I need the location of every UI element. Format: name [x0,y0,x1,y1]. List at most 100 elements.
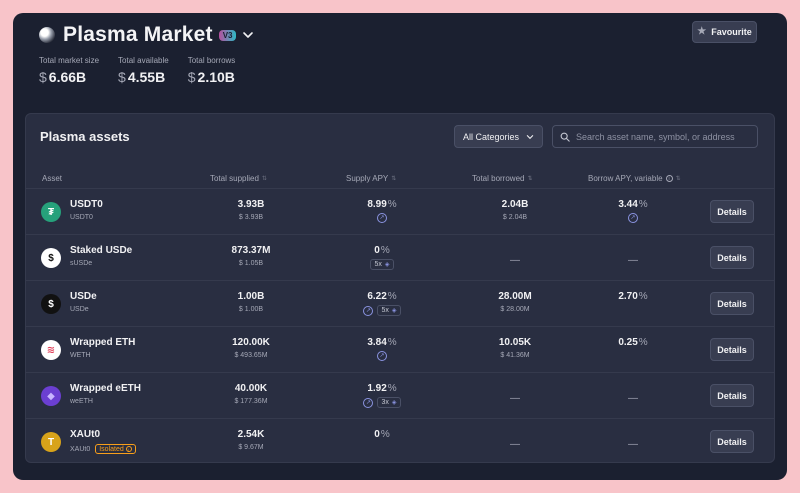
asset-name[interactable]: USDT0 [70,199,103,210]
chevron-down-icon [526,134,534,139]
asset-name[interactable]: Wrapped ETH [70,337,136,348]
total-supplied-usd: $ 1.00B [238,306,264,313]
table-row[interactable]: ≋ Wrapped ETH WETH 120.00K $ 493.65M 3.84% ↗ 10… [26,327,774,373]
total-supplied: 40.00K [234,383,268,394]
asset-symbol-wrap: WETH [70,352,91,359]
info-icon[interactable]: i [665,175,673,182]
details-button[interactable]: Details [710,338,754,361]
multiplier-value: 3x [381,399,389,406]
table-row[interactable]: $ USDe USDe 1.00B $ 1.00B 6.22% ↗ 5x ◈ 28.00M $ 28… [26,281,774,327]
table-row[interactable]: ◆ Wrapped eETH weETH 40.00K $ 177.36M 1.92% ↗ 3… [26,373,774,419]
stat-amount: 4.55B [127,69,166,85]
asset-name[interactable]: XAUt0 [70,429,101,440]
total-supplied-cell: 40.00K $ 177.36M [201,383,301,405]
favourite-label: Favourite [711,27,752,37]
table-row[interactable]: T XAUt0 XAUt0 Isolated i 2.54K $ 9.67M 0% — — Deta… [26,419,774,465]
category-select[interactable]: All Categories [454,125,543,148]
incentive-icon[interactable]: ↗ [363,397,374,408]
stat-label: Total borrows [187,56,236,65]
percent-sign: % [638,199,648,210]
supply-apy-value: 6.22 [367,291,387,302]
search-box [552,125,758,148]
asset-name[interactable]: Staked USDe [70,245,133,256]
assets-table: ₮ USDT0 USDT0 3.93B $ 3.93B 8.99% ↗ 2.04B $ 2.04… [26,189,774,465]
borrow-incentives: ↗ [583,213,683,223]
supply-apy-cell: 0% 5x ◈ [332,245,432,270]
points-multiplier[interactable]: 5x ◈ [370,259,394,270]
currency-symbol: $ [118,69,126,85]
supply-incentives: ↗ 3x ◈ [332,397,432,408]
column-header-borrow-apy[interactable]: Borrow APY, variable i ⇅ [588,174,681,183]
total-supplied-usd: $ 1.05B [238,260,264,267]
stat-label: Total market size [39,56,100,65]
stat-total-borrows: Total borrows $2.10B [188,56,236,85]
table-row[interactable]: $ Staked USDe sUSDe 873.37M $ 1.05B 0% 5x ◈ — — De… [26,235,774,281]
supply-incentives: ↗ [332,213,432,223]
incentive-icon[interactable]: ↗ [377,213,387,223]
supply-apy: 0% [332,429,432,440]
supply-apy-value: 8.99 [367,199,387,210]
details-button[interactable]: Details [710,384,754,407]
stat-amount: 6.66B [48,69,87,85]
column-header-total-supplied[interactable]: Total supplied ⇅ [210,174,267,183]
supply-incentives: ↗ 5x ◈ [332,305,432,316]
column-header-asset[interactable]: Asset [42,174,62,183]
supply-apy: 1.92% [332,383,432,394]
supply-apy: 8.99% [332,199,432,210]
total-supplied-cell: 1.00B $ 1.00B [201,291,301,313]
supply-apy-cell: 0% [332,429,432,440]
details-button[interactable]: Details [710,292,754,315]
borrow-apy-cell: — [583,245,683,266]
stat-value: $2.10B [188,69,236,85]
asset-name[interactable]: USDe [70,291,97,302]
total-borrowed-usd: $ 28.00M [500,306,530,313]
currency-symbol: $ [39,69,47,85]
incentive-icon[interactable]: ↗ [363,305,374,316]
points-multiplier[interactable]: 3x ◈ [377,397,401,408]
details-button[interactable]: Details [710,430,754,453]
stat-amount: 2.10B [197,69,235,85]
supply-apy: 6.22% [332,291,432,302]
stat-total-market-size: Total market size $6.66B [39,56,99,85]
isolated-label: Isolated [99,445,124,453]
percent-sign: % [638,291,648,302]
favourite-button[interactable]: ★ Favourite [692,21,757,43]
asset-symbol: weETH [70,398,93,405]
total-supplied-usd: $ 3.93B [238,214,264,221]
multiplier-value: 5x [381,307,389,314]
total-borrowed-cell: — [465,245,565,266]
details-button[interactable]: Details [710,246,754,269]
asset-name[interactable]: Wrapped eETH [70,383,141,394]
points-multiplier[interactable]: 5x ◈ [377,305,401,316]
column-header-supply-apy[interactable]: Supply APY ⇅ [346,174,396,183]
points-icon: ◈ [391,400,397,406]
total-supplied-usd: $ 9.67M [238,444,264,451]
points-icon: ◈ [391,308,397,314]
sort-icon: ⇅ [527,176,533,182]
incentive-icon[interactable]: ↗ [628,213,638,223]
total-supplied: 3.93B [237,199,265,210]
chevron-down-icon[interactable] [242,29,254,41]
total-borrowed-cell: — [465,383,565,404]
search-icon [560,132,570,142]
search-input[interactable] [576,131,750,142]
category-selected: All Categories [463,131,520,142]
weth-icon: ≋ [41,340,61,360]
details-button[interactable]: Details [710,200,754,223]
column-header-total-borrowed[interactable]: Total borrowed ⇅ [472,174,533,183]
supply-apy-cell: 1.92% ↗ 3x ◈ [332,383,432,408]
isolated-badge[interactable]: Isolated i [95,444,136,454]
column-label: Total supplied [210,174,259,183]
percent-sign: % [380,429,390,440]
total-supplied: 2.54K [237,429,265,440]
info-icon: i [125,446,132,452]
sort-icon: ⇅ [261,176,267,182]
supply-apy-value: 0 [374,245,380,256]
stat-total-available: Total available $4.55B [118,56,169,85]
percent-sign: % [387,383,397,394]
borrow-apy-cell: — [583,429,683,450]
total-supplied: 120.00K [232,337,270,348]
table-row[interactable]: ₮ USDT0 USDT0 3.93B $ 3.93B 8.99% ↗ 2.04B $ 2.04… [26,189,774,235]
incentive-icon[interactable]: ↗ [377,351,387,361]
supply-apy-value: 1.92 [367,383,387,394]
